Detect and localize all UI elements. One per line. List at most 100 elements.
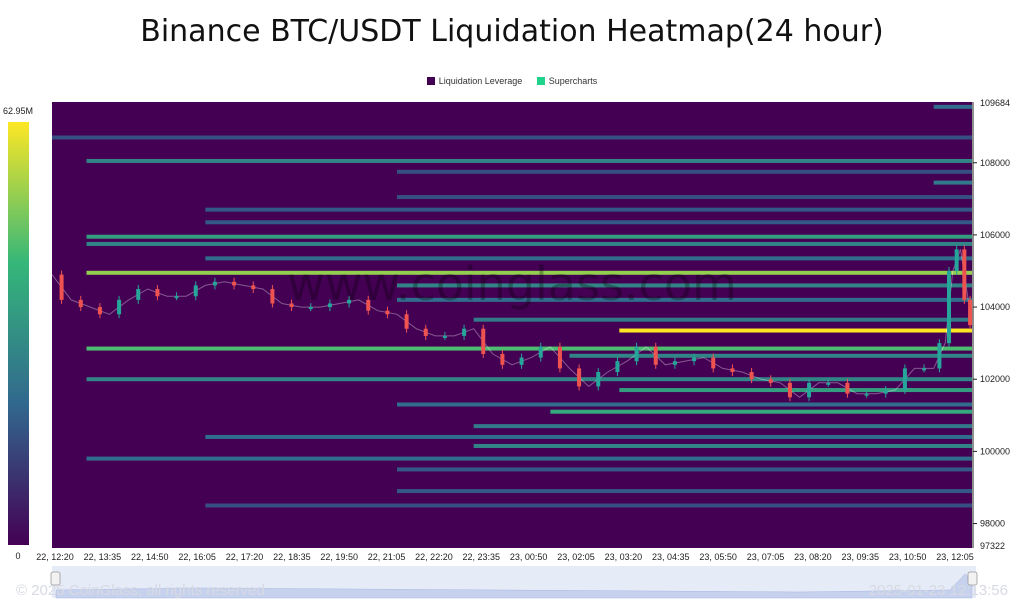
liquidation-band <box>933 180 972 185</box>
price-candle <box>634 346 639 362</box>
y-max-label: 109684 <box>980 98 1010 108</box>
price-candle <box>442 335 447 338</box>
price-candle <box>864 393 869 396</box>
price-candle <box>347 299 352 304</box>
liquidation-band <box>397 402 972 407</box>
y-tick-label: 106000 <box>980 230 1010 240</box>
liquidation-band <box>205 434 973 439</box>
price-candle <box>954 249 959 271</box>
y-tick-label: 102000 <box>980 374 1010 384</box>
liquidation-band <box>86 241 972 246</box>
price-candle <box>136 289 141 300</box>
liquidation-band <box>933 104 972 109</box>
price-candle <box>883 390 888 394</box>
watermark-text: www.coinglass.com <box>287 257 737 311</box>
price-candle <box>902 368 907 391</box>
copyright-text: © 2025 CoinGlass, all rights reserved <box>16 582 265 599</box>
price-candle <box>596 372 601 387</box>
price-candle <box>366 299 371 311</box>
liquidation-band <box>397 489 972 494</box>
legend-item-supercharts[interactable]: Supercharts <box>536 76 597 86</box>
price-candle <box>845 382 850 394</box>
price-candle <box>59 274 64 300</box>
y-tick-label: 100000 <box>980 446 1010 456</box>
x-tick-label: 22, 14:50 <box>131 552 169 562</box>
x-tick-label: 22, 21:05 <box>368 552 406 562</box>
price-candle <box>289 303 294 308</box>
price-candle <box>308 307 313 310</box>
y-tick-label: 98000 <box>980 519 1005 529</box>
liquidation-band <box>473 443 972 448</box>
legend-item-liquidation-leverage[interactable]: Liquidation Leverage <box>426 76 523 86</box>
liquidation-band <box>397 195 972 200</box>
x-tick-label: 22, 19:50 <box>320 552 358 562</box>
price-candle <box>937 343 942 369</box>
liquidation-band <box>205 207 973 212</box>
liquidation-band <box>619 388 972 393</box>
range-handle-left[interactable] <box>50 571 61 586</box>
legend-swatch <box>426 77 435 85</box>
y-tick-label: 108000 <box>980 158 1010 168</box>
price-candle <box>730 368 735 373</box>
liquidation-band <box>569 353 972 358</box>
x-tick-label: 23, 03:20 <box>605 552 643 562</box>
chart-legend: Liquidation Leverage Supercharts <box>0 76 1024 87</box>
x-tick-label: 22, 22:20 <box>415 552 453 562</box>
y-min-label: 97322 <box>980 541 1005 551</box>
x-tick-label: 23, 02:05 <box>557 552 595 562</box>
price-candle <box>500 353 505 365</box>
price-candle <box>174 296 179 299</box>
x-tick-label: 23, 00:50 <box>510 552 548 562</box>
price-candle <box>404 314 409 329</box>
x-tick-label: 22, 18:35 <box>273 552 311 562</box>
x-tick-label: 23, 08:20 <box>794 552 832 562</box>
legend-swatch <box>536 77 545 85</box>
price-candle <box>768 379 773 383</box>
price-candle <box>672 361 677 365</box>
x-tick-label: 23, 04:35 <box>652 552 690 562</box>
price-candle <box>251 285 256 290</box>
liquidation-band <box>205 220 973 225</box>
x-tick-label: 22, 23:35 <box>463 552 501 562</box>
price-candle <box>749 372 754 380</box>
x-tick-label: 23, 09:35 <box>841 552 879 562</box>
colorbar <box>8 122 29 545</box>
y-tick-label: 104000 <box>980 302 1010 312</box>
liquidation-band <box>619 328 972 333</box>
price-candle <box>117 299 122 315</box>
liquidation-band <box>397 283 972 288</box>
price-candle <box>155 289 160 297</box>
price-candle <box>787 382 792 398</box>
legend-label: Liquidation Leverage <box>438 76 523 86</box>
x-tick-label: 23, 05:50 <box>699 552 737 562</box>
price-candle <box>711 357 716 369</box>
chart-title: Binance BTC/USDT Liquidation Heatmap(24 … <box>140 14 884 49</box>
colorbar-min-label: 0 <box>15 551 20 561</box>
price-candle <box>232 281 237 286</box>
liquidation-band <box>473 424 972 429</box>
price-candle <box>577 368 582 387</box>
price-candle <box>327 303 332 308</box>
x-tick-label: 22, 12:20 <box>36 552 74 562</box>
range-handle-right[interactable] <box>967 571 978 586</box>
price-candle <box>947 270 951 344</box>
liquidation-band <box>205 503 973 508</box>
price-candle <box>519 357 524 365</box>
liquidation-band <box>550 409 972 414</box>
timestamp-text: 2025-01-23 12:13:56 <box>868 582 1008 599</box>
price-candle <box>385 310 390 315</box>
colorbar-max-label: 62.95M <box>3 106 33 116</box>
price-candle <box>962 249 967 300</box>
price-candle <box>193 285 198 297</box>
liquidation-band <box>397 467 972 472</box>
x-tick-label: 22, 17:20 <box>226 552 264 562</box>
price-candle <box>922 368 927 371</box>
liquidation-band <box>86 270 972 275</box>
price-candle <box>212 281 217 286</box>
x-tick-label: 23, 07:05 <box>747 552 785 562</box>
liquidation-band <box>86 158 972 163</box>
liquidation-band <box>86 234 972 239</box>
liquidation-band <box>52 135 972 140</box>
liquidation-band <box>86 456 972 461</box>
